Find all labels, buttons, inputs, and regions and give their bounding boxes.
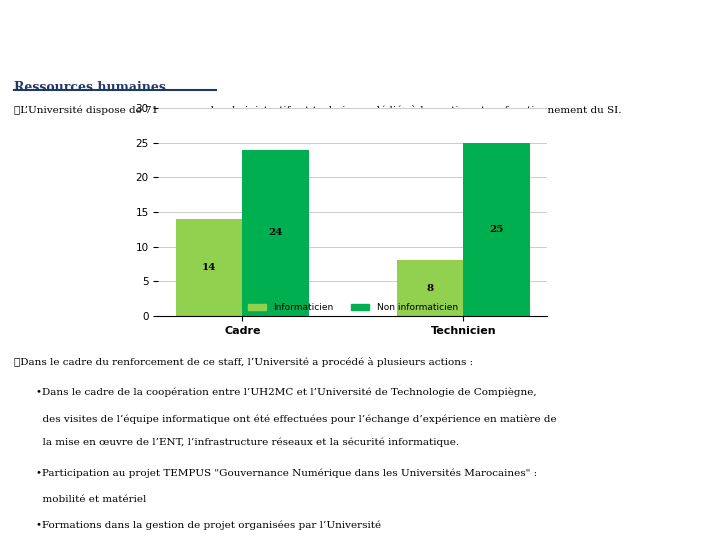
Bar — [397, 260, 463, 316]
Text: L’état actuel du SI: Ressources humaines: L’état actuel du SI: Ressources humaines — [136, 23, 584, 42]
Legend: Informaticien, Non informaticien: Informaticien, Non informaticien — [244, 299, 462, 315]
Text: ✓L’Université dispose de 71 personnels administratifs et techniques dédiés à la : ✓L’Université dispose de 71 personnels a… — [14, 105, 622, 115]
Text: 25: 25 — [489, 225, 503, 234]
Text: 24: 24 — [269, 228, 283, 237]
Text: •Dans le cadre de la coopération entre l’UH2MC et l’Université de Technologie de: •Dans le cadre de la coopération entre l… — [36, 388, 536, 397]
Bar — [243, 150, 309, 316]
Text: 8: 8 — [426, 284, 433, 293]
Bar — [463, 143, 529, 316]
Text: 14: 14 — [202, 263, 217, 272]
Text: ✓Dans le cadre du renforcement de ce staff, l’Université a procédé à plusieurs a: ✓Dans le cadre du renforcement de ce sta… — [14, 357, 474, 367]
Text: •Formations dans la gestion de projet organisées par l’Université: •Formations dans la gestion de projet or… — [36, 520, 381, 530]
Text: •Participation au projet TEMPUS "Gouvernance Numérique dans les Universités Maro: •Participation au projet TEMPUS "Gouvern… — [36, 469, 537, 478]
Text: la mise en œuvre de l’ENT, l’infrastructure réseaux et la sécurité informatique.: la mise en œuvre de l’ENT, l’infrastruct… — [36, 438, 459, 447]
Text: Ressources humaines: Ressources humaines — [14, 82, 166, 94]
Text: mobilité et matériel: mobilité et matériel — [36, 495, 146, 504]
Bar — [176, 219, 243, 316]
Text: des visites de l’équipe informatique ont été effectuées pour l’échange d’expérie: des visites de l’équipe informatique ont… — [36, 414, 557, 423]
